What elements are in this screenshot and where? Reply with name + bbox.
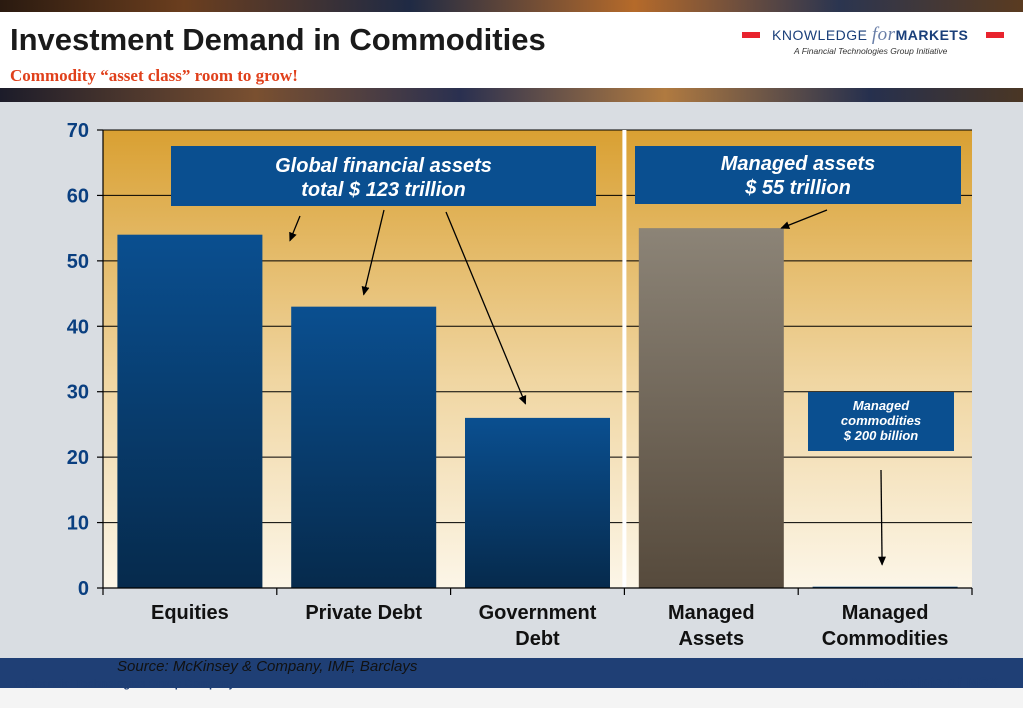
callout-text: $ 200 billion — [843, 428, 918, 443]
y-tick-label: 40 — [67, 316, 89, 338]
x-tick-label: Managed — [668, 602, 755, 624]
callout-text: commodities — [841, 413, 921, 428]
callout-box — [808, 392, 954, 451]
source-note: Source: McKinsey & Company, IMF, Barclay… — [117, 658, 418, 675]
callout-box — [635, 146, 961, 204]
callout-arrow — [289, 215, 301, 242]
y-tick-label: 0 — [78, 578, 89, 600]
x-tick-label: Government — [479, 602, 597, 624]
y-tick-labels: 0 10 20 30 40 50 60 70 — [67, 120, 89, 600]
logo-word-knowledge: KNOWLEDGE — [772, 27, 868, 43]
footer-bar — [0, 658, 1023, 708]
callout-text: Managed assets — [721, 153, 876, 175]
slide-header: Investment Demand in Commodities Commodi… — [0, 12, 1023, 90]
x-tick-labels: Equities Private Debt Government Debt Manage… — [151, 602, 948, 650]
logo-right-bar — [986, 32, 1004, 38]
x-tick-label: Commodities — [822, 628, 949, 650]
footer-associate-text: An Associate of MCX — [849, 674, 999, 690]
footer-bottom-strip — [0, 688, 1023, 708]
y-tick-label: 30 — [67, 382, 89, 404]
top-photo-strip — [0, 0, 1023, 12]
x-tick-label: Managed — [842, 602, 929, 624]
callout-arrow — [780, 209, 828, 229]
callout-arrow — [361, 209, 385, 296]
x-tick-label: Assets — [678, 628, 744, 650]
axes-group — [97, 129, 973, 595]
callout-box — [171, 146, 596, 206]
bar — [638, 228, 784, 588]
logo-wordmark: KNOWLEDGE forMARKETS — [772, 24, 968, 46]
y-tick-label: 50 — [67, 251, 89, 273]
callout-text: $ 55 trillion — [744, 177, 851, 199]
callout-text: Managed — [853, 398, 910, 413]
y-tick-label: 70 — [67, 120, 89, 142]
logo-word-markets: MARKETS — [895, 27, 969, 43]
callout-arrow — [878, 469, 887, 566]
logo-tagline: A Financial Technologies Group Initiativ… — [794, 46, 948, 56]
bar — [117, 234, 263, 588]
x-tick-label: Debt — [515, 628, 560, 650]
y-tick-label: 10 — [67, 513, 89, 535]
logo-word-for: for — [871, 24, 896, 45]
x-tick-label: Equities — [151, 602, 229, 624]
bar — [465, 417, 610, 588]
footer-company-text: A Financial Technologies Group Company — [14, 678, 235, 690]
bar — [291, 306, 437, 588]
slide-subtitle: Commodity “asset class” room to grow! — [10, 66, 298, 85]
callout-arrow — [445, 211, 527, 405]
bar-chart: 0 10 20 30 40 50 60 70 Equities Private Debt Gove… — [67, 120, 973, 650]
logo-left-bar — [742, 32, 760, 38]
y-tick-label: 20 — [67, 447, 89, 469]
photo-band — [0, 88, 1023, 102]
x-tick-label: Private Debt — [305, 602, 422, 624]
slide-title: Investment Demand in Commodities — [10, 22, 546, 57]
callout-text: Global financial assets — [275, 155, 492, 177]
y-tick-label: 60 — [67, 185, 89, 207]
knowledge-for-markets-logo: KNOWLEDGE forMARKETS A Financial Technol… — [742, 24, 1004, 64]
bars-group — [117, 228, 958, 589]
callout-text: total $ 123 trillion — [301, 179, 465, 201]
